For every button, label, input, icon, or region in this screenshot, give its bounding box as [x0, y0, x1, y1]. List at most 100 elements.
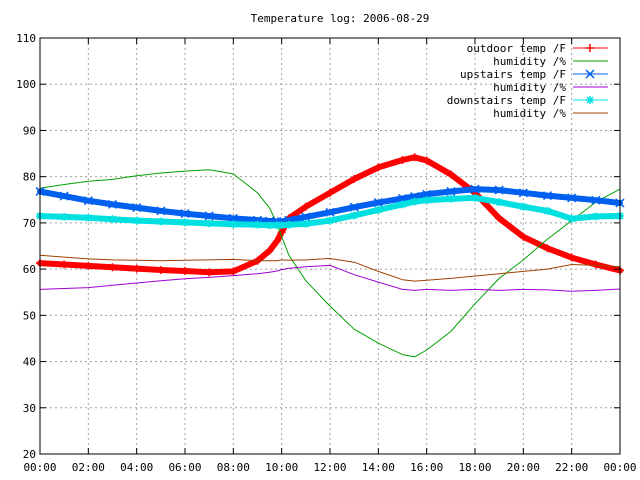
data-point-2	[494, 185, 504, 195]
series-line-1	[39, 169, 621, 358]
x-tick-label: 00:00	[23, 461, 56, 474]
data-point-2	[542, 191, 553, 201]
data-point-2	[180, 209, 190, 219]
legend-marker	[586, 44, 594, 52]
data-point-0	[495, 214, 504, 223]
x-tick-label: 02:00	[72, 461, 105, 474]
y-tick-label: 90	[23, 124, 36, 137]
legend-label: outdoor temp /F	[467, 42, 566, 55]
data-point-0	[229, 267, 238, 276]
data-point-0	[567, 253, 576, 262]
data-point-0	[84, 261, 93, 270]
chart-title: Temperature log: 2006-08-29	[251, 12, 430, 25]
y-tick-label: 40	[23, 356, 36, 369]
data-point-4	[591, 212, 600, 221]
data-point-0	[205, 268, 214, 277]
data-point-2	[107, 199, 118, 209]
x-tick-label: 12:00	[313, 461, 346, 474]
data-point-0	[374, 163, 383, 172]
data-point-0	[272, 237, 281, 246]
data-point-4	[265, 221, 274, 230]
data-point-4	[205, 219, 214, 228]
series-line-5	[39, 254, 621, 282]
x-tick-label: 16:00	[410, 461, 443, 474]
data-point-2	[518, 188, 528, 198]
x-tick-label: 20:00	[507, 461, 540, 474]
x-tick-label: 14:00	[362, 461, 395, 474]
data-point-2	[204, 211, 214, 221]
data-point-4	[471, 193, 479, 202]
y-tick-label: 50	[23, 309, 36, 322]
data-point-4	[253, 220, 262, 229]
data-point-2	[591, 195, 601, 205]
x-tick-label: 08:00	[217, 461, 250, 474]
y-tick-label: 110	[16, 32, 36, 45]
data-point-2	[373, 198, 383, 208]
x-tick-label: 18:00	[458, 461, 491, 474]
axis-ticks: 20 30 40 50 60 70 80 90 100 110 00:00 02:00 04:00 06:…	[16, 32, 636, 474]
data-point-2	[132, 203, 142, 213]
data-point-0	[108, 263, 117, 272]
data-point-0	[277, 228, 286, 237]
data-point-0	[301, 202, 310, 211]
data-point-2	[470, 184, 480, 194]
data-point-0	[132, 264, 141, 273]
legend-label: downstairs temp /F	[447, 94, 566, 107]
legend-label: upstairs temp /F	[460, 68, 566, 81]
data-point-2	[567, 193, 577, 203]
data-point-0	[422, 156, 431, 165]
legend-marker	[586, 96, 594, 104]
data-point-0	[398, 156, 407, 165]
data-point-4	[519, 202, 528, 211]
x-tick-label: 06:00	[168, 461, 201, 474]
data-point-4	[446, 194, 455, 203]
data-point-2	[325, 207, 335, 217]
data-point-4	[567, 214, 576, 223]
data-point-4	[301, 219, 310, 228]
data-point-0	[181, 266, 189, 275]
data-point-4	[277, 221, 286, 230]
data-point-0	[543, 244, 552, 253]
data-point-0	[265, 246, 274, 255]
data-point-4	[229, 220, 238, 229]
legend-label: humidity /%	[493, 107, 566, 120]
x-tick-label: 22:00	[555, 461, 588, 474]
x-tick-label: 10:00	[265, 461, 298, 474]
data-point-2	[446, 186, 456, 196]
data-point-4	[398, 200, 407, 209]
data-point-4	[326, 216, 334, 225]
data-point-2	[301, 212, 311, 222]
data-point-4	[422, 196, 431, 205]
data-point-4	[350, 211, 359, 220]
series-line-3	[39, 264, 621, 292]
y-tick-label: 30	[23, 402, 36, 415]
data-point-4	[410, 197, 419, 206]
data-point-0	[519, 232, 528, 241]
data-point-0	[326, 188, 334, 197]
data-point-4	[181, 218, 189, 227]
data-point-0	[350, 174, 359, 183]
data-point-2	[349, 202, 359, 212]
data-point-0	[156, 266, 165, 275]
data-point-4	[543, 206, 552, 215]
y-tick-label: 20	[23, 448, 36, 461]
series-layer	[35, 153, 625, 358]
x-tick-label: 04:00	[120, 461, 153, 474]
data-point-4	[60, 212, 69, 221]
data-point-4	[495, 198, 504, 207]
data-point-4	[84, 213, 93, 222]
y-tick-label: 80	[23, 171, 36, 184]
legend-label: humidity /%	[493, 81, 566, 94]
x-tick-label: 00:00	[603, 461, 636, 474]
y-tick-label: 60	[23, 263, 36, 276]
data-point-0	[60, 260, 69, 269]
legend-label: humidity /%	[493, 55, 566, 68]
data-point-2	[156, 206, 166, 216]
data-point-4	[132, 216, 141, 225]
data-point-2	[422, 189, 432, 199]
data-point-4	[284, 220, 293, 229]
data-point-2	[83, 196, 93, 206]
data-point-4	[374, 205, 383, 214]
